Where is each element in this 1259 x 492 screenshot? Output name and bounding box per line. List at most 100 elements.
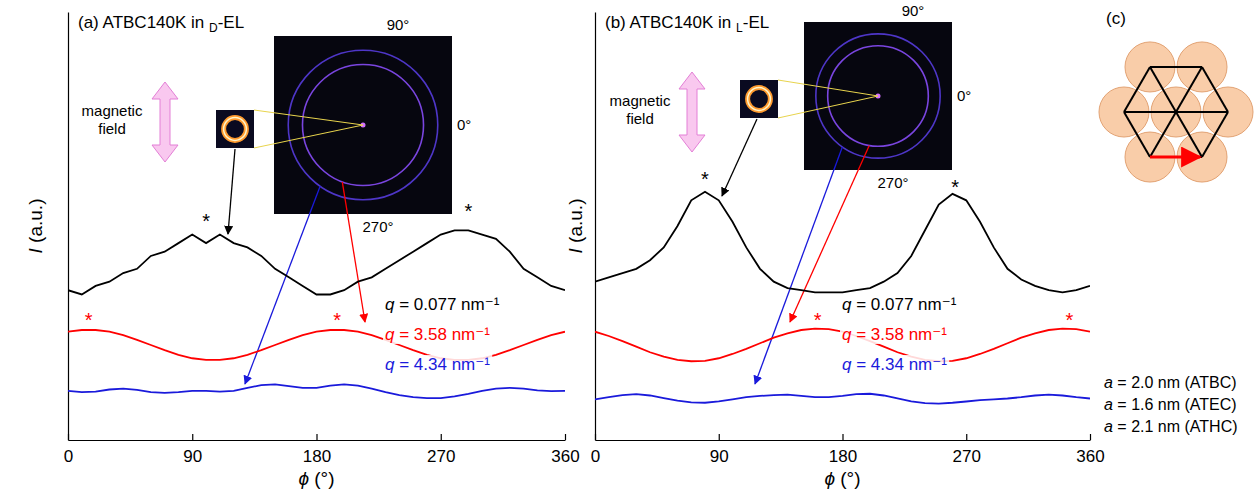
text-rest: = 2.1 nm (ATHC)	[1113, 418, 1238, 435]
curve-label: q = 4.34 nm⁻¹	[842, 355, 947, 374]
angle-label: 270°	[877, 174, 908, 191]
label-patch	[840, 325, 949, 344]
peak-marker: *	[951, 176, 959, 198]
saxs-glow	[224, 118, 247, 141]
tick-label: 0	[591, 447, 600, 466]
zoom-line	[778, 80, 878, 96]
tick-mark	[441, 434, 442, 440]
curve-label-group: q = 4.34 nm⁻¹	[383, 355, 492, 374]
field-label-line: magnetic	[610, 92, 671, 109]
axis-line	[68, 13, 69, 441]
x-axis-title: ϕ (°)	[824, 468, 860, 489]
text-rest: = 1.6 nm (ATEC)	[1113, 396, 1237, 413]
curve	[68, 384, 565, 398]
text-rest: (°)	[309, 468, 335, 489]
text-rest: = 4.34 nm⁻¹	[851, 355, 947, 374]
lattice-vector	[1150, 156, 1200, 159]
panel: 90°0°270°magneticfield090180270360****q …	[565, 2, 1105, 489]
angle-label: 270°	[362, 218, 393, 235]
saxs-ring	[748, 88, 771, 111]
curve-label-group: q = 4.34 nm⁻¹	[840, 355, 949, 374]
lattice-edge	[1150, 66, 1202, 68]
field-label: magneticfield	[610, 92, 671, 127]
figure: 90°0°270°magneticfield090180270360****q …	[0, 0, 1259, 492]
figure-container: 90°0°270°magneticfield090180270360****q …	[0, 0, 1259, 492]
curve-label: q = 3.58 nm⁻¹	[842, 325, 947, 344]
field-label-line: field	[626, 110, 654, 127]
lattice-constant: a = 2.0 nm (ATBC)	[1104, 374, 1237, 391]
curve	[68, 230, 565, 294]
text-rest: = 0.077 nm⁻¹	[851, 295, 956, 314]
pointer-arrow	[245, 186, 320, 384]
inset: 90° 0° 270° magneticfield	[610, 2, 972, 384]
text-rest: = 4.34 nm⁻¹	[394, 355, 490, 374]
title-part: (b) ATBC140K in	[605, 13, 736, 32]
italic-symbol: a	[1104, 374, 1113, 391]
field-arrow	[679, 72, 705, 152]
label-patch	[840, 355, 949, 374]
x-axis-title: ϕ (°)	[298, 468, 334, 489]
text-rest: = 2.0 nm (ATBC)	[1113, 374, 1237, 391]
panel: 90°0°270°magneticfield090180270360****q …	[25, 13, 580, 490]
x-axis: 090180270360	[591, 434, 1105, 466]
tick-label: 270	[427, 447, 455, 466]
tick-label: 0	[64, 447, 73, 466]
pointer-arrow	[228, 149, 235, 234]
curve-label: q = 3.58 nm⁻¹	[385, 325, 490, 344]
label-patch	[840, 295, 959, 314]
tick-mark	[565, 434, 566, 440]
tick: 270	[953, 434, 981, 466]
x-axis: 090180270360	[64, 434, 580, 466]
angle-label: 0°	[957, 87, 971, 104]
peak-marker: *	[814, 309, 822, 331]
title-part: (a) ATBC140K in	[78, 13, 209, 32]
peak-marker: *	[85, 309, 93, 331]
lattice-edge	[1202, 67, 1228, 112]
curve-label: q = 0.077 nm⁻¹	[842, 295, 957, 314]
peak-marker: *	[202, 210, 210, 232]
tick-mark	[316, 434, 317, 440]
text-rest: (a.u.)	[565, 199, 586, 249]
tick: 90	[710, 434, 729, 466]
plot-area	[68, 230, 565, 398]
angle-label: 90°	[902, 2, 925, 19]
angle-label: 90°	[387, 16, 410, 33]
label-patch	[383, 325, 492, 344]
saxs-image	[740, 80, 778, 118]
lattice-edge	[1124, 112, 1150, 157]
curve-label: q = 0.077 nm⁻¹	[385, 295, 500, 314]
field-label-line: field	[98, 120, 126, 137]
tick: 270	[427, 434, 455, 466]
lattice-edge	[1150, 67, 1202, 157]
curve-label-group: q = 0.077 nm⁻¹	[383, 295, 502, 314]
text-rest: (a.u.)	[25, 199, 46, 249]
zoom-line	[254, 110, 363, 125]
title-subscript: D	[209, 21, 218, 35]
angle-label: 0°	[457, 116, 471, 133]
lattice-edge	[1124, 67, 1150, 112]
peak-marker: *	[464, 200, 472, 222]
axis-line	[595, 13, 596, 441]
y-axis-title: I (a.u.)	[565, 199, 586, 254]
lattice-edge	[1150, 156, 1202, 158]
field-label-line: magnetic	[82, 102, 143, 119]
curve-label-group: q = 0.077 nm⁻¹	[840, 295, 959, 314]
y-axis	[68, 13, 69, 441]
italic-symbol: a	[1104, 396, 1113, 413]
curve-label: q = 4.34 nm⁻¹	[385, 355, 490, 374]
tick: 360	[551, 434, 579, 466]
text-rest: (°)	[835, 468, 861, 489]
zoom-line	[778, 96, 878, 118]
field-label: magneticfield	[82, 102, 143, 137]
title-part: -EL	[218, 13, 244, 32]
saxs-glow	[748, 88, 771, 111]
y-axis-title: I (a.u.)	[25, 199, 46, 254]
lattice-edge	[1150, 67, 1202, 157]
title-part: -EL	[743, 13, 769, 32]
zoom-line	[254, 125, 363, 148]
pointer-arrow	[722, 119, 757, 196]
tick-label: 180	[829, 447, 857, 466]
lattice-edge	[1202, 112, 1228, 157]
plot-area	[595, 192, 1090, 404]
italic-symbol: ϕ	[298, 468, 309, 489]
